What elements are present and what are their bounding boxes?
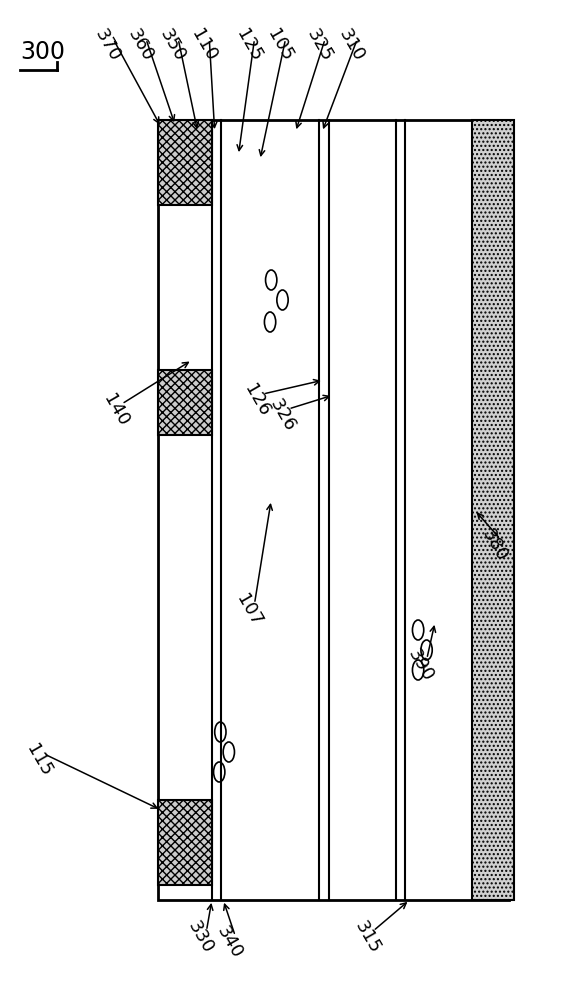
Text: 380: 380 [478,526,511,564]
Text: 310: 310 [335,26,368,64]
Text: 350: 350 [156,26,189,64]
Text: 107: 107 [232,591,265,629]
Text: 340: 340 [213,923,246,961]
Text: 115: 115 [22,741,55,779]
Text: 326: 326 [266,396,299,434]
Text: 325: 325 [303,26,336,64]
Text: 370: 370 [91,26,124,64]
Bar [158,120,212,205]
Text: 330: 330 [184,918,217,956]
Bar [158,370,212,435]
Bar [158,800,212,885]
Text: 300: 300 [20,40,65,64]
Text: 126: 126 [241,381,273,419]
Text: 105: 105 [263,26,296,64]
Text: 360: 360 [124,26,157,64]
Text: 315: 315 [351,918,384,956]
Text: 390: 390 [405,646,437,684]
Text: 110: 110 [187,26,220,64]
Text: 140: 140 [99,391,132,429]
Bar [472,120,514,900]
Bar [158,120,508,900]
Text: 125: 125 [232,26,265,64]
